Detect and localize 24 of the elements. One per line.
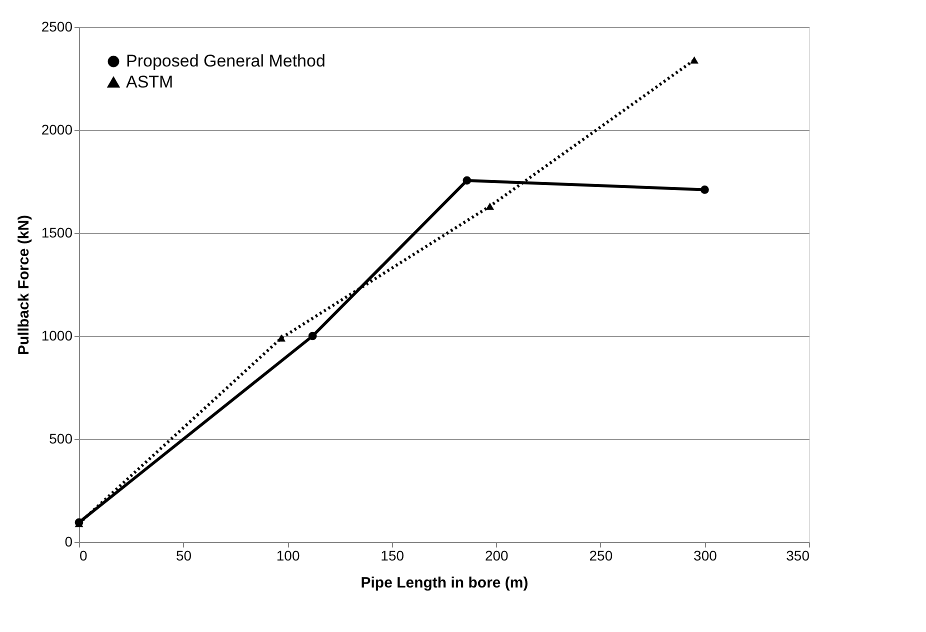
y-tick-label: 0 [64,534,73,550]
point [308,332,317,340]
x-tick-label: 150 [380,548,404,564]
x-tick-label: 0 [80,548,88,564]
x-tick-label: 350 [786,548,810,564]
y-tick-label: 2000 [41,122,73,138]
point [277,334,286,342]
x-axis-title: Pipe Length in bore (m) [360,574,528,592]
y-tick-label: 1500 [41,224,73,240]
x-tick-label: 50 [176,548,192,564]
y-tick-label: 2500 [41,18,73,34]
x-tick-label: 300 [694,548,718,564]
x-tick-label: 100 [276,548,300,564]
y-tick-label: 500 [49,430,73,446]
legend-label: Proposed General Method [126,52,326,70]
x-tick-label: 200 [484,548,509,564]
legend-label: ASTM [126,72,174,92]
y-tick-label: 1000 [41,328,73,344]
point [700,186,709,194]
point [690,56,698,64]
x-tick-label: 250 [589,548,613,564]
y-axis-title: Pullback Force (kN) [15,214,32,356]
point [486,202,494,210]
point [462,176,472,185]
